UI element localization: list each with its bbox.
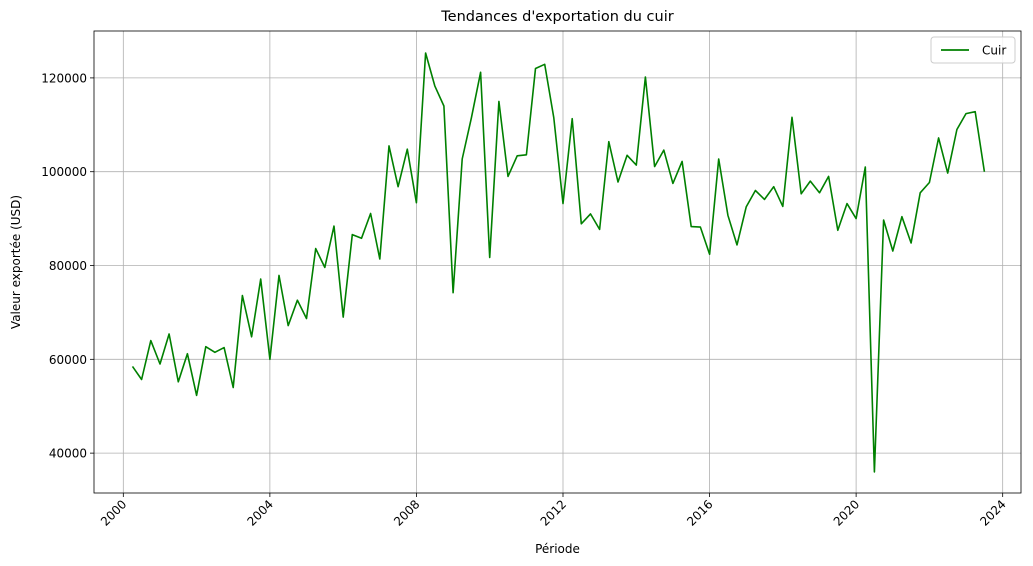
legend: Cuir [930, 36, 1016, 64]
series-layer [131, 52, 986, 473]
chart-title: Tendances d'exportation du cuir [440, 9, 673, 25]
legend-label: Cuir [982, 44, 1006, 58]
y-tick-label: 100000 [41, 165, 87, 179]
y-tick-label: 80000 [49, 259, 87, 273]
grid-lines [94, 31, 1021, 493]
x-axis-title: Période [535, 542, 580, 556]
y-tick-label: 120000 [41, 71, 87, 85]
plot-frame [93, 30, 1022, 494]
legend-box [930, 36, 1016, 64]
y-tick-label: 40000 [49, 447, 87, 461]
series-line-0 [131, 52, 986, 473]
y-axis-title: Valeur exportée (USD) [9, 195, 23, 329]
y-tick-label: 60000 [49, 353, 87, 367]
